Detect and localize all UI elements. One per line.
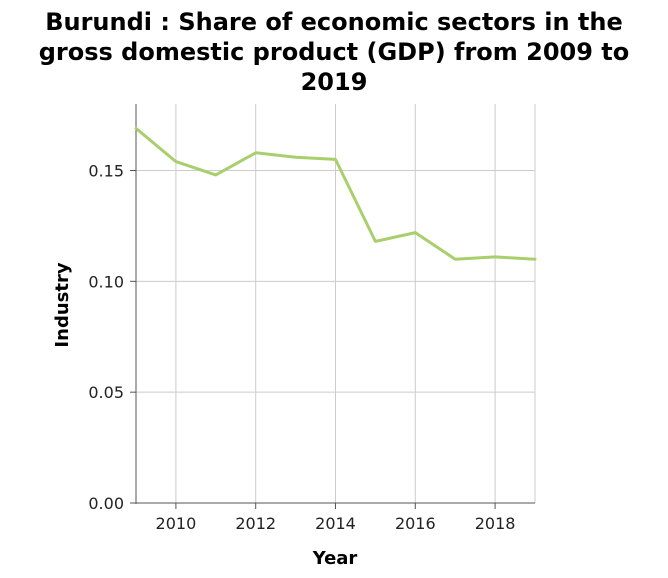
x-tick-label: 2014 (315, 514, 356, 533)
y-tick-label: 0.05 (88, 383, 124, 402)
series-line (134, 126, 537, 261)
y-tick-label: 0.00 (88, 494, 124, 513)
y-tick-label: 0.15 (88, 162, 124, 181)
x-tick-label: 2010 (156, 514, 197, 533)
x-tick-label: 2012 (235, 514, 276, 533)
chart-title-line-1: Burundi : Share of economic sectors in t… (45, 8, 623, 36)
grid (136, 104, 536, 504)
y-axis-label: Industry (52, 262, 73, 347)
x-tick-label: 2016 (395, 514, 436, 533)
axes (130, 104, 535, 509)
chart-title-line-2: gross domestic product (GDP) from 2009 t… (39, 38, 630, 66)
x-tick-label: 2018 (475, 514, 516, 533)
tick-labels: 2010 2012 2014 2016 2018 0.00 0.05 0.10 0.15 (88, 162, 515, 534)
data-series (134, 126, 537, 261)
chart-title-line-3: 2019 (301, 68, 368, 96)
y-tick-label: 0.10 (88, 272, 124, 291)
x-axis-label: Year (312, 548, 358, 569)
